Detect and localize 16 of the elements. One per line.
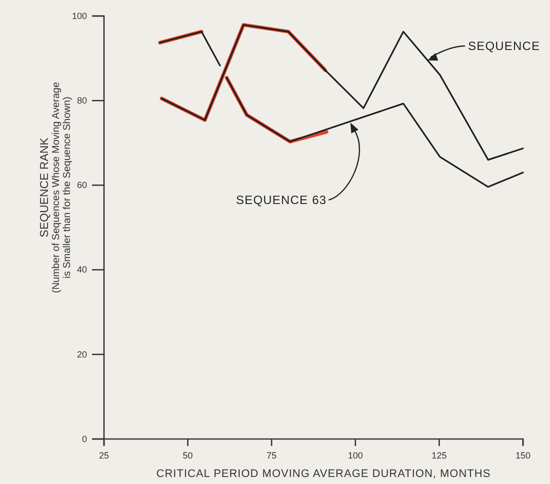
y-tick-label: 80: [76, 95, 87, 106]
annotation: SEQUENCE: [468, 39, 540, 53]
x-tick-label: 125: [432, 450, 447, 460]
y-axis-title: SEQUENCE RANK (Number of Sequences Whose Moving Average is Smaller than for the Sequence Shown): [39, 82, 73, 294]
x-tick-label: 100: [348, 450, 363, 460]
x-tick-label: 75: [266, 450, 277, 460]
x-tick-label: 50: [182, 450, 193, 460]
y-tick-label: 60: [76, 180, 87, 190]
x-axis-title: CRITICAL PERIOD MOVING AVERAGE DURATION, MONTHS: [156, 468, 491, 480]
x-tick-label: 25: [98, 450, 110, 460]
y-tick-label: 100: [72, 10, 87, 21]
annotation: SEQUENCE 63: [236, 193, 327, 207]
y-tick-label: 20: [76, 349, 87, 360]
y-tick-label: 40: [76, 264, 87, 275]
x-tick-label: 150: [515, 450, 531, 460]
y-tick-label: 0: [82, 434, 87, 444]
